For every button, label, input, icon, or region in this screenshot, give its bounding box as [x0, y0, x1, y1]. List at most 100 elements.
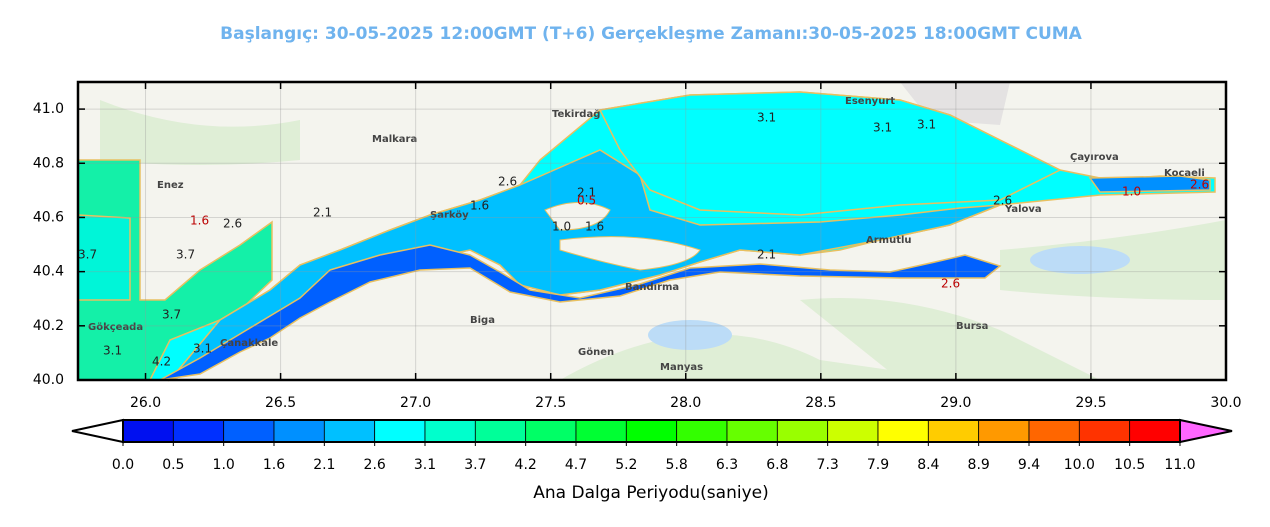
colorbar-tick-label: 2.1 [313, 457, 335, 473]
izmit-bay [1088, 175, 1211, 193]
place-label: Malkara [372, 134, 417, 145]
colorbar-tick-label: 2.6 [364, 457, 386, 473]
colorbar-box [877, 419, 929, 443]
place-label: Gökçeada [88, 322, 143, 333]
colorbar-tick-label: 6.3 [716, 457, 738, 473]
map-area: Tekirdağ Çanakkale Bursa Yalova Kocaeli … [76, 80, 1228, 382]
contour-label: 2.1 [577, 186, 596, 200]
colorbar-box [474, 419, 527, 443]
contour-label: 3.1 [917, 118, 936, 132]
contour-label: 3.1 [757, 111, 776, 125]
contour-label: 2.6 [223, 217, 242, 231]
contour-label: 3.1 [193, 342, 212, 356]
y-tick-label: 40.4 [33, 264, 64, 280]
colorbar-box [676, 419, 728, 443]
vegetation [100, 100, 1226, 380]
place-label: Şarköy [430, 210, 469, 221]
x-tick-label: 27.5 [535, 395, 566, 411]
y-tick-label: 41.0 [33, 101, 64, 117]
colorbar-tick-label: 5.2 [615, 457, 637, 473]
colorbar-box [273, 419, 325, 443]
colorbar-box [776, 419, 829, 443]
contour-label: 3.7 [176, 248, 195, 262]
x-tick-label: 30.0 [1210, 395, 1241, 411]
colorbar-tick-label: 8.9 [968, 457, 990, 473]
colorbar-tick-label: 1.0 [213, 457, 235, 473]
x-tick-label: 26.0 [130, 395, 161, 411]
x-tick-label: 29.0 [940, 395, 971, 411]
y-tick-label: 40.8 [33, 155, 64, 171]
colorbar-box [374, 419, 426, 443]
axes [78, 82, 1227, 381]
marmara-island [544, 202, 611, 231]
colorbar-tick-label: 10.0 [1064, 457, 1095, 473]
colorbar-tick-label: 10.5 [1114, 457, 1145, 473]
place-label: Armutlu [866, 235, 912, 246]
colorbar-box [1078, 419, 1131, 443]
colorbar-box [122, 419, 174, 443]
colorbar-box [575, 419, 627, 443]
contour-label: 1.6 [190, 214, 209, 228]
contour-label: 2.6 [1190, 178, 1209, 192]
place-label: Bandırma [625, 282, 679, 293]
contour-label: 2.6 [993, 194, 1012, 208]
colorbar-tick-label: 4.7 [565, 457, 587, 473]
colorbar-box [927, 419, 980, 443]
contour-label: 2.1 [313, 206, 332, 220]
x-tick-label: 27.0 [400, 395, 431, 411]
contour-label: 2.6 [498, 175, 517, 189]
colorbar-tick-label: 5.8 [666, 457, 688, 473]
x-tick-label: 28.5 [805, 395, 836, 411]
lake [1030, 246, 1130, 274]
place-label: Çayırova [1070, 152, 1119, 163]
place-label: Gönen [578, 347, 614, 358]
place-label: Biga [470, 315, 495, 326]
contour-labels: 3.1 3.1 3.1 2.6 1.6 2.1 0.5 1.0 1.6 2.1 … [78, 111, 1209, 369]
contour-label: 2.6 [941, 277, 960, 291]
place-label: Çanakkale [220, 338, 278, 349]
colorbar-tick-label: 7.3 [817, 457, 839, 473]
colorbar-tick-label: 3.1 [414, 457, 436, 473]
place-labels: Tekirdağ Çanakkale Bursa Yalova Kocaeli … [88, 96, 1205, 373]
place-label: Esenyurt [845, 96, 895, 107]
colorbar-box [525, 419, 577, 443]
marmara-sea [167, 149, 1001, 382]
lake [648, 320, 732, 350]
colorbar-box [323, 419, 376, 443]
contour-label: 0.5 [577, 194, 596, 208]
contour-label: 3.7 [78, 248, 97, 262]
colorbar-tick-label: 4.2 [515, 457, 537, 473]
contour-label: 2.1 [757, 248, 776, 262]
contour-label: 3.7 [162, 308, 181, 322]
colorbar-tick-label: 7.9 [867, 457, 889, 473]
marmara-sea [598, 91, 1062, 216]
colorbar-frame [122, 419, 1181, 443]
kapidag-peninsula [559, 236, 701, 271]
y-tick-label: 40.6 [33, 209, 64, 225]
colorbar-tick-label: 3.7 [464, 457, 486, 473]
colorbar-tick-label: 1.6 [263, 457, 285, 473]
x-tick-label: 26.5 [265, 395, 296, 411]
colorbar-tick-label: 11.0 [1164, 457, 1195, 473]
colorbar-box [172, 419, 225, 443]
colorbar-box [827, 419, 879, 443]
colorbar-box [223, 419, 275, 443]
colorbar-tick-label: 0.0 [112, 457, 134, 473]
y-tick-label: 40.0 [33, 372, 64, 388]
map-frame [76, 80, 1228, 382]
colorbar-tick-label: 0.5 [162, 457, 184, 473]
place-label: Enez [157, 180, 184, 191]
contour-label: 1.0 [552, 220, 571, 234]
contour-label: 3.1 [873, 121, 892, 135]
contour-label: 1.6 [585, 220, 604, 234]
contour-label: 4.2 [152, 355, 171, 369]
colorbar-box [1028, 419, 1080, 443]
contour-label: 3.1 [103, 344, 122, 358]
x-tick-label: 28.0 [670, 395, 701, 411]
colorbar-box [424, 419, 476, 443]
place-label: Yalova [1004, 204, 1042, 215]
contour-label: 1.6 [470, 199, 489, 213]
place-label: Tekirdağ [552, 108, 600, 120]
colorbar-box [726, 419, 778, 443]
